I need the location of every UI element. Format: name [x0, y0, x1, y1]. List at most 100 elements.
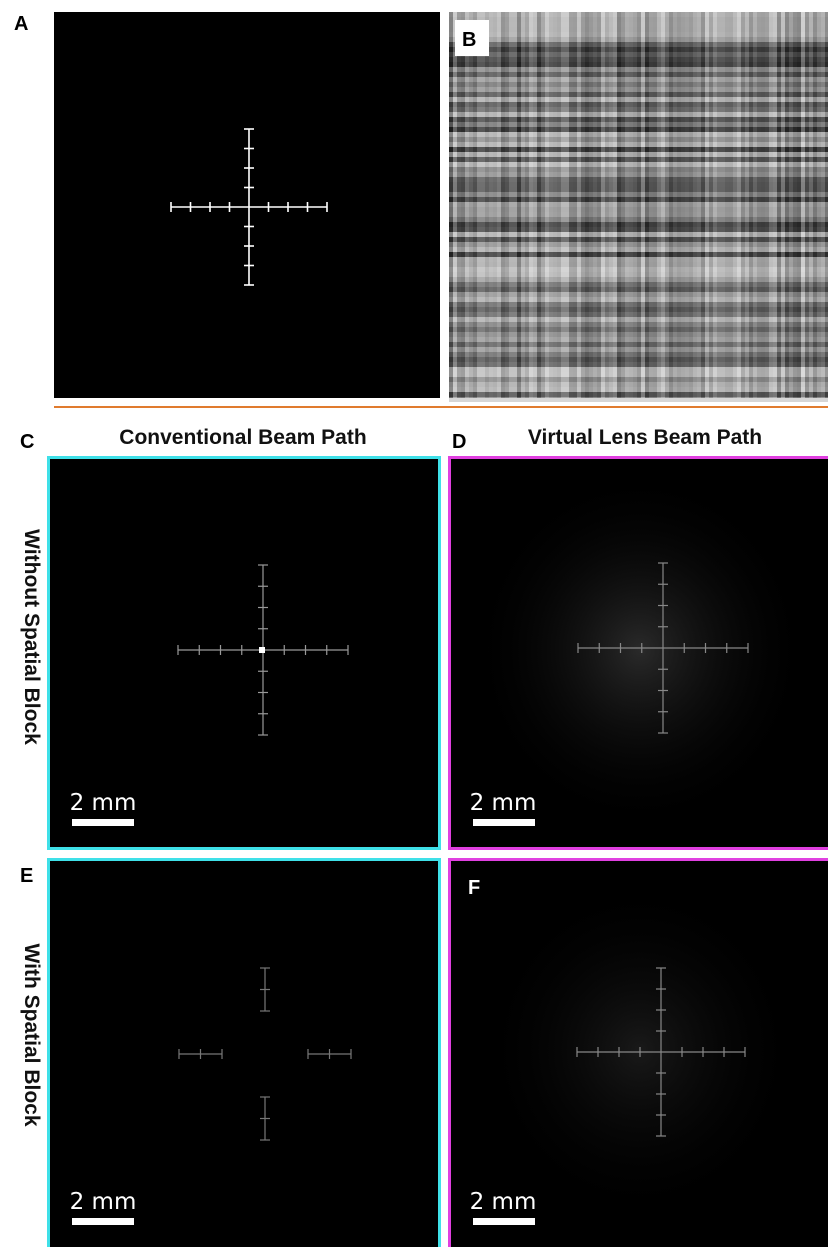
pattern-stripe [449, 162, 828, 167]
pattern-stripe [449, 17, 828, 22]
pattern-stripe [449, 387, 828, 392]
scale-bar [473, 819, 535, 826]
panel-label: B [462, 29, 476, 51]
pattern-stripe [449, 202, 828, 207]
pattern-stripe [449, 362, 828, 367]
pattern-stripe [449, 87, 828, 92]
pattern-stripe [449, 292, 828, 297]
panel-label: A [14, 13, 28, 35]
figure: A B C D E F Conventional Beam Path Virtu… [0, 0, 828, 1247]
pattern-stripe [449, 247, 828, 252]
pattern-stripe [449, 72, 828, 77]
speckle-glow [470, 470, 810, 830]
pattern-stripe [449, 212, 828, 217]
pattern-stripe [449, 107, 828, 112]
pattern-stripe [449, 172, 828, 177]
pattern-stripe [449, 357, 828, 362]
panel-label: D [452, 431, 466, 453]
pattern-stripe [449, 267, 828, 272]
panel-label: F [468, 877, 480, 899]
pattern-stripe [449, 272, 828, 277]
pattern-stripe [449, 182, 828, 187]
pattern-stripe [449, 122, 828, 127]
pattern-stripe [449, 222, 828, 227]
pattern-stripe [449, 217, 828, 222]
pattern-stripe [449, 62, 828, 67]
pattern-stripe [449, 102, 828, 107]
scale-bar [473, 1218, 535, 1225]
pattern-stripe [449, 112, 828, 117]
scale-bar [72, 819, 134, 826]
pattern-stripe [449, 152, 828, 157]
zero-order [259, 647, 265, 653]
scale-bar-label: 2 mm [70, 790, 137, 816]
pattern-stripe [449, 332, 828, 337]
pattern-stripe [449, 137, 828, 142]
pattern-stripe [449, 297, 828, 302]
pattern-stripe [449, 67, 828, 72]
pattern-stripe [449, 312, 828, 317]
pattern-stripe [449, 237, 828, 242]
scale-bar-label: 2 mm [70, 1189, 137, 1215]
pattern-stripe [449, 342, 828, 347]
pattern-stripe [449, 92, 828, 97]
pattern-stripe [449, 242, 828, 247]
pattern-stripe [449, 307, 828, 312]
pattern-stripe [449, 47, 828, 52]
pattern-stripe [449, 397, 828, 402]
pattern-stripe [449, 37, 828, 42]
pattern-stripe [449, 177, 828, 182]
divider [54, 406, 828, 408]
pattern-stripe [449, 277, 828, 282]
scale-bar-label: 2 mm [470, 790, 537, 816]
phase-pattern [449, 12, 828, 402]
pattern-stripe [449, 12, 828, 17]
pattern-stripe [449, 372, 828, 377]
pattern-stripe [449, 227, 828, 232]
pattern-stripe [449, 337, 828, 342]
row-header: With Spatial Block [20, 943, 43, 1126]
pattern-stripe [449, 287, 828, 292]
pattern-stripe [449, 252, 828, 257]
scale-bar-label: 2 mm [470, 1189, 537, 1215]
pattern-stripe [449, 352, 828, 357]
pattern-stripe [449, 347, 828, 352]
pattern-stripe [449, 322, 828, 327]
pattern-stripe [449, 132, 828, 137]
row-header: Without Spatial Block [20, 529, 43, 745]
pattern-stripe [449, 167, 828, 172]
pattern-stripe [449, 302, 828, 307]
pattern-stripe [449, 392, 828, 397]
pattern-stripe [449, 197, 828, 202]
pattern-stripe [449, 232, 828, 237]
pattern-stripe [449, 142, 828, 147]
pattern-stripe [449, 57, 828, 62]
pattern-stripe [449, 127, 828, 132]
pattern-stripe [449, 327, 828, 332]
pattern-stripe [449, 282, 828, 287]
pattern-stripe [449, 117, 828, 122]
pattern-stripe [449, 367, 828, 372]
scale-bar [72, 1218, 134, 1225]
pattern-stripe [449, 52, 828, 57]
panel-a [54, 12, 440, 398]
pattern-stripe [449, 157, 828, 162]
pattern-stripe [449, 27, 828, 32]
pattern-stripe [449, 32, 828, 37]
column-header: Virtual Lens Beam Path [528, 426, 762, 449]
pattern-stripe [449, 257, 828, 262]
pattern-stripe [449, 42, 828, 47]
pattern-stripe [449, 22, 828, 27]
pattern-stripe [449, 77, 828, 82]
pattern-stripe [449, 82, 828, 87]
pattern-stripe [449, 317, 828, 322]
pattern-stripe [449, 97, 828, 102]
pattern-stripe [449, 187, 828, 192]
pattern-stripe [449, 207, 828, 212]
pattern-stripe [449, 262, 828, 267]
column-header: Conventional Beam Path [119, 426, 366, 449]
panel-label: E [20, 865, 33, 887]
pattern-stripe [449, 382, 828, 387]
pattern-stripe [449, 377, 828, 382]
panel-label: C [20, 431, 34, 453]
